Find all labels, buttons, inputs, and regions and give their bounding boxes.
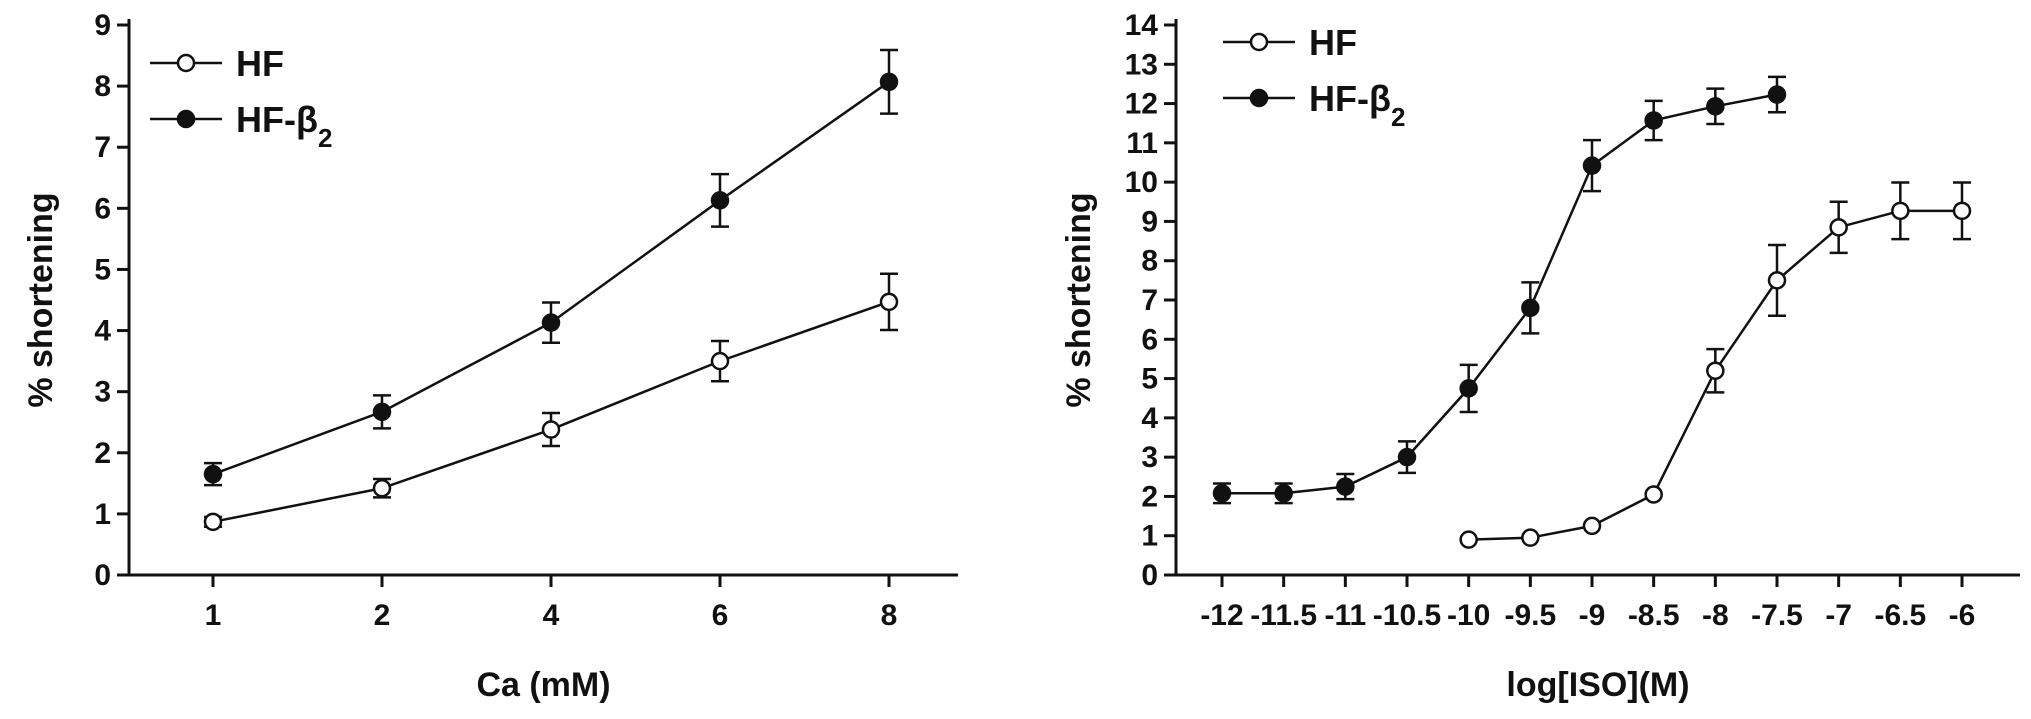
x-tick-label: -11.5 — [1250, 599, 1317, 632]
y-tick-label: 6 — [94, 192, 111, 225]
x-tick-label: -9.5 — [1504, 599, 1556, 632]
y-tick-label: 2 — [1141, 480, 1158, 513]
y-tick-label: 4 — [94, 315, 111, 348]
data-point — [1459, 530, 1478, 549]
x-tick-label: -11 — [1324, 599, 1366, 632]
series-line — [1222, 93, 1778, 495]
y-tick-label: 9 — [1141, 205, 1158, 238]
x-tick-label: 4 — [543, 599, 560, 632]
data-point — [1706, 97, 1725, 116]
x-tick-label: 2 — [374, 599, 391, 632]
legend-marker — [176, 109, 196, 129]
legend-marker — [1249, 88, 1269, 108]
x-tick-label: -6.5 — [1874, 599, 1926, 632]
data-point — [1212, 484, 1232, 503]
x-tick-label: 8 — [881, 599, 898, 632]
data-point — [1459, 379, 1478, 398]
data-point — [1521, 298, 1540, 318]
y-tick-label: 5 — [1141, 363, 1158, 396]
y-tick-label: 3 — [1141, 441, 1158, 474]
legend-label: HF-β2 — [236, 99, 332, 153]
data-point — [1644, 485, 1663, 504]
data-point — [1829, 218, 1848, 237]
y-tick-label: 1 — [1141, 520, 1158, 553]
y-tick-label: 2 — [94, 437, 111, 470]
x-axis-label: Ca (mM) — [476, 666, 610, 704]
y-axis-label: % shortening — [22, 192, 60, 407]
data-point — [1521, 528, 1540, 547]
y-tick-label: 11 — [1126, 127, 1158, 160]
data-point — [710, 351, 730, 371]
x-tick-label: -8.5 — [1628, 599, 1680, 632]
chart-ca-response: 0 1 2 3 4 5 6 7 8 9 1 2 4 6 8 Ca (mM) % shortening HF HF-β… — [22, 9, 958, 704]
y-tick-label: 8 — [94, 70, 111, 103]
legend-subscript: 2 — [318, 123, 332, 153]
legend-subscript: 2 — [1391, 102, 1405, 132]
y-tick-label: 4 — [1141, 402, 1158, 435]
data-point — [372, 478, 392, 498]
data-point — [1644, 111, 1663, 130]
data-point — [879, 292, 899, 312]
y-tick-label: 0 — [1141, 559, 1158, 592]
y-axis-label: % shortening — [1060, 192, 1098, 407]
x-tick-label: 1 — [205, 599, 222, 632]
x-tick-label: -7.5 — [1751, 599, 1803, 632]
legend-marker — [1249, 32, 1269, 52]
data-point — [372, 402, 392, 422]
y-tick-label: 0 — [94, 559, 111, 592]
x-tick-label: 6 — [712, 599, 729, 632]
data-point — [203, 512, 223, 532]
data-point — [1582, 516, 1602, 536]
legend-marker — [176, 53, 196, 73]
data-point — [1274, 484, 1293, 503]
data-point — [1952, 201, 1972, 221]
y-tick-label: 7 — [94, 131, 111, 164]
data-point — [1706, 361, 1725, 380]
data-point — [1582, 156, 1602, 175]
x-axis-label: log[ISO](M) — [1506, 666, 1689, 704]
y-tick-label: 13 — [1125, 48, 1158, 81]
data-point — [710, 191, 730, 210]
x-tick-label: -12 — [1200, 599, 1243, 632]
data-point — [1336, 477, 1355, 496]
y-tick-label: 6 — [1141, 323, 1158, 356]
data-point — [203, 464, 223, 484]
data-point — [1767, 271, 1787, 290]
x-tick-label: -9 — [1579, 599, 1606, 632]
y-tick-label: 7 — [1141, 284, 1158, 317]
x-tick-label: -7 — [1825, 599, 1852, 632]
data-point — [879, 72, 899, 92]
data-point — [1891, 201, 1910, 221]
x-tick-label: -8 — [1702, 599, 1729, 632]
legend-label: HF — [236, 43, 284, 84]
legend-label: HF — [1309, 22, 1357, 63]
y-tick-label: 12 — [1125, 88, 1158, 121]
y-tick-label: 8 — [1141, 245, 1158, 278]
x-tick-label: -10 — [1447, 599, 1490, 632]
x-tick-label: -10.5 — [1373, 599, 1441, 632]
y-tick-label: 5 — [94, 253, 111, 286]
y-tick-label: 1 — [94, 498, 111, 531]
y-tick-label: 9 — [94, 9, 111, 42]
legend-label: HF-β2 — [1309, 78, 1405, 132]
data-point — [541, 420, 561, 439]
y-tick-label: 14 — [1125, 9, 1159, 42]
y-tick-label: 3 — [94, 376, 111, 409]
data-point — [541, 313, 561, 332]
y-tick-label: 10 — [1125, 166, 1158, 199]
data-point — [1397, 447, 1417, 467]
data-point — [1767, 85, 1787, 104]
x-tick-label: -6 — [1949, 599, 1976, 632]
